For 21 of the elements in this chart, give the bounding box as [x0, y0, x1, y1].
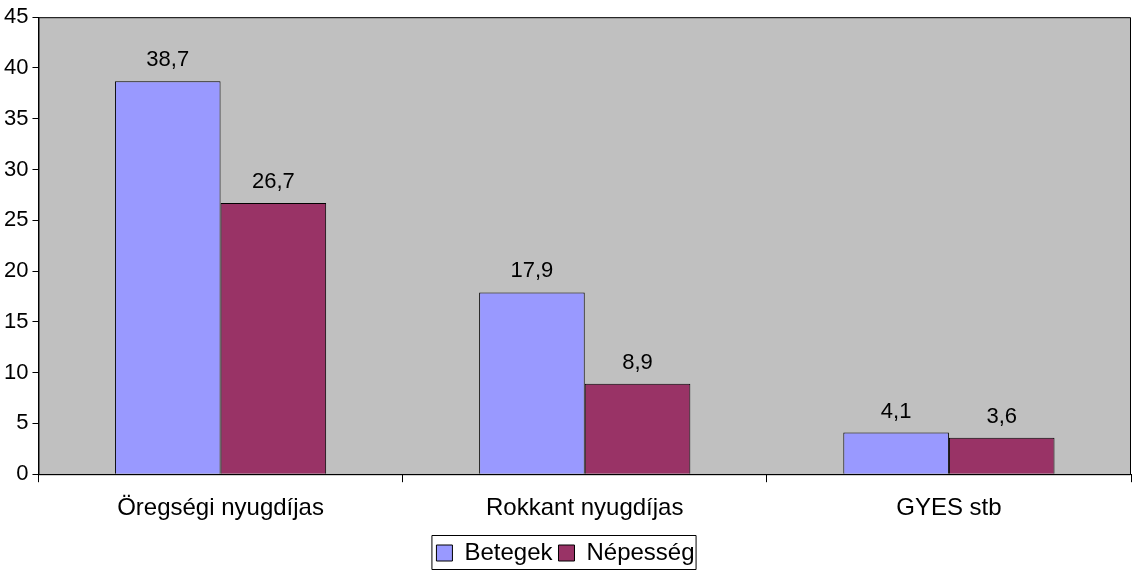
y-tick-label: 25 — [3, 206, 29, 232]
data-label: 38,7 — [146, 46, 190, 72]
y-tick-label: 0 — [16, 460, 29, 486]
y-tick-label: 30 — [3, 155, 29, 181]
x-tick-label: GYES stb — [896, 493, 1002, 521]
y-tick-label: 35 — [3, 104, 29, 130]
y-tick-label: 10 — [3, 358, 29, 384]
y-tick-label: 40 — [3, 54, 29, 80]
x-tick-label: Rokkant nyugdíjas — [486, 493, 684, 521]
data-label: 8,9 — [622, 348, 653, 374]
data-label: 26,7 — [251, 168, 295, 194]
data-label: 4,1 — [880, 397, 912, 423]
y-tick-label: 15 — [3, 307, 29, 333]
data-label: 3,6 — [986, 402, 1018, 428]
y-tick-label: 45 — [3, 3, 29, 29]
legend-label: Betegek — [464, 537, 554, 565]
legend-label: Népesség — [586, 537, 695, 565]
y-tick-label: 5 — [16, 409, 29, 435]
x-tick-label: Öregségi nyugdíjas — [117, 493, 324, 521]
data-label: 17,9 — [510, 257, 554, 283]
y-tick-label: 20 — [3, 257, 29, 283]
